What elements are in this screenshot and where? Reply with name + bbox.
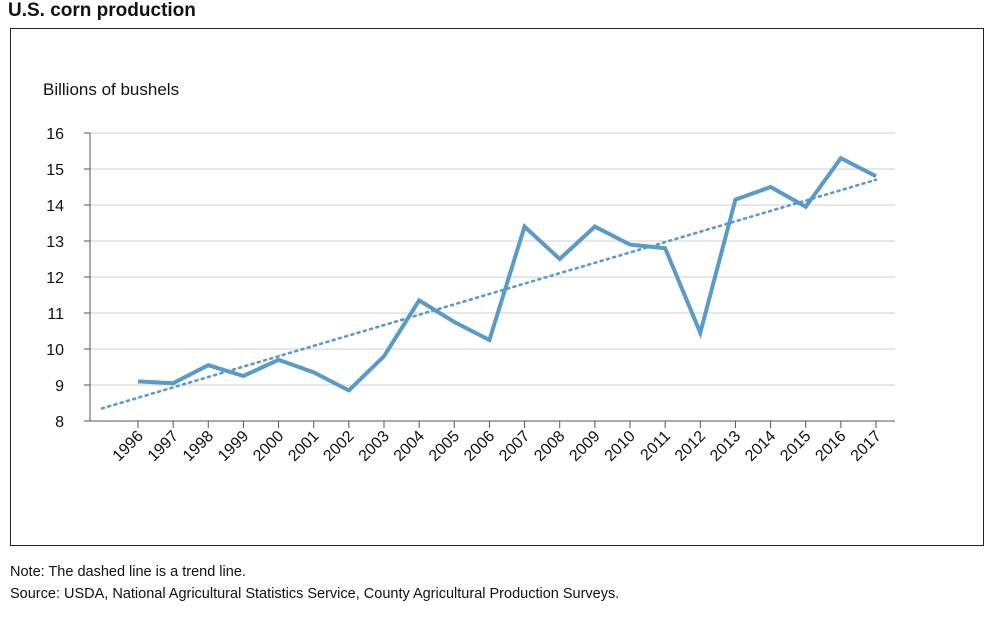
x-tick-label-2016: 2016 — [812, 428, 849, 465]
x-tick-label-2010: 2010 — [602, 428, 639, 465]
x-tick-label-2014: 2014 — [742, 428, 779, 465]
x-tick-label-2017: 2017 — [848, 428, 885, 465]
y-tick-label-12: 12 — [46, 270, 64, 287]
y-tick-label-13: 13 — [46, 234, 64, 251]
x-tick-label-1999: 1999 — [215, 428, 252, 465]
x-tick-label-2009: 2009 — [566, 428, 603, 465]
y-axis-label: Billions of bushels — [43, 80, 179, 99]
x-tick-label-2006: 2006 — [461, 428, 498, 465]
x-tick-label-2007: 2007 — [496, 428, 533, 465]
y-tick-label-8: 8 — [55, 414, 64, 431]
x-tick-label-2002: 2002 — [320, 428, 357, 465]
x-tick-label-2001: 2001 — [285, 428, 322, 465]
x-tick-label-2013: 2013 — [707, 428, 744, 465]
y-tick-label-11: 11 — [47, 306, 64, 323]
x-tick-label-1997: 1997 — [145, 428, 182, 465]
x-tick-label-2005: 2005 — [426, 428, 463, 465]
x-tick-label-2000: 2000 — [250, 428, 287, 465]
chart-frame — [10, 28, 984, 546]
trend-line — [100, 178, 878, 410]
chart-title: U.S. corn production — [8, 0, 196, 21]
y-tick-label-10: 10 — [46, 342, 64, 359]
footnote: Note: The dashed line is a trend line. — [10, 564, 246, 580]
x-tick-label-1996: 1996 — [110, 428, 147, 465]
x-tick-label-1998: 1998 — [180, 428, 217, 465]
source-note: Source: USDA, National Agricultural Stat… — [10, 586, 620, 602]
y-tick-label-15: 15 — [46, 162, 64, 179]
x-tick-label-2008: 2008 — [531, 428, 568, 465]
y-tick-label-16: 16 — [46, 126, 64, 143]
x-tick-label-2003: 2003 — [356, 428, 393, 465]
y-tick-label-14: 14 — [46, 198, 64, 215]
x-tick-label-2004: 2004 — [391, 428, 428, 465]
x-tick-label-2015: 2015 — [777, 428, 814, 465]
x-tick-label-2012: 2012 — [672, 428, 709, 465]
y-tick-label-9: 9 — [55, 378, 64, 395]
production-line — [137, 155, 877, 393]
x-tick-label-2011: 2011 — [638, 428, 674, 464]
